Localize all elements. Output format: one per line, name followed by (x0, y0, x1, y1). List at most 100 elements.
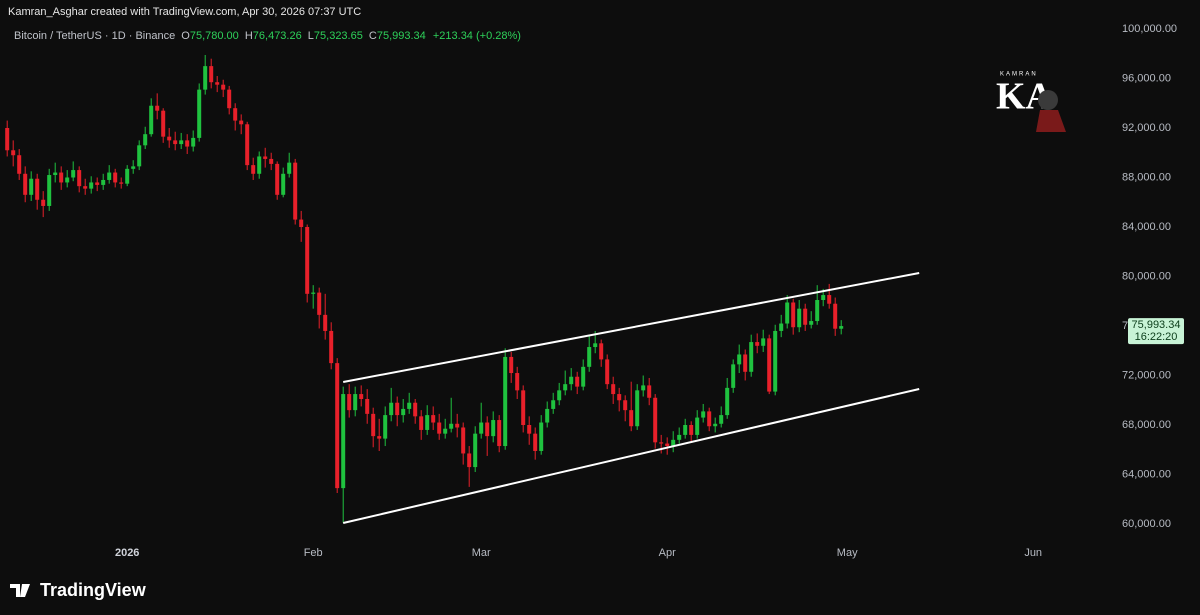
candle-body (371, 413, 376, 437)
candle-body (551, 400, 556, 409)
candle-body (743, 354, 748, 372)
y-tick-label: 84,000.00 (1122, 221, 1171, 233)
candle-body (221, 84, 226, 90)
candle-body (521, 390, 526, 425)
candle-body (275, 163, 280, 195)
candle-body (455, 423, 460, 428)
candle-body (647, 385, 652, 398)
candle-body (467, 453, 472, 468)
countdown: 16:22:20 (1135, 331, 1178, 343)
candle-body (779, 323, 784, 331)
candle-body (659, 442, 664, 444)
candle-body (149, 105, 154, 135)
candle-body (239, 120, 244, 125)
candle-body (563, 384, 568, 391)
x-tick-label: 2026 (115, 547, 139, 559)
candle-body (431, 415, 436, 423)
candle-body (185, 140, 190, 147)
candle-body (167, 136, 172, 141)
watermark-name: KAMRAN (1000, 72, 1038, 78)
candle-body (245, 124, 250, 166)
candle-body (575, 376, 580, 387)
header: Kamran_Asghar created with TradingView.c… (8, 6, 361, 18)
candle-body (497, 420, 502, 447)
candle-body (695, 417, 700, 435)
candle-body (59, 172, 64, 183)
candle-body (683, 424, 688, 435)
candle-body (125, 168, 130, 184)
candle-body (377, 436, 382, 439)
candle-body (5, 127, 10, 151)
candle-body (665, 443, 670, 447)
candle-body (815, 300, 820, 322)
candle-body (653, 397, 658, 443)
candle-body (161, 110, 166, 137)
candle-body (113, 172, 118, 183)
candle-body (215, 82, 220, 85)
legend-value: 76,473.26 (253, 30, 302, 42)
candle-body (143, 134, 148, 146)
brand-logo (22, 584, 26, 588)
candle-body (71, 170, 76, 178)
legend-key: C (369, 30, 377, 42)
candle-body (95, 182, 100, 185)
candle-body (269, 158, 274, 164)
candle-body (617, 394, 622, 401)
candle-body (77, 170, 82, 187)
candle-body (611, 384, 616, 395)
candle-body (557, 390, 562, 401)
legend-change: +213.34 (+0.28%) (433, 30, 521, 42)
legend-key: H (245, 30, 253, 42)
candle-body (179, 140, 184, 145)
x-tick-label: Apr (659, 547, 676, 559)
candle-body (785, 302, 790, 324)
candle-body (425, 415, 430, 430)
candle-body (767, 338, 772, 392)
candle-body (761, 338, 766, 346)
y-tick-label: 68,000.00 (1122, 419, 1171, 431)
candle-body (461, 427, 466, 454)
candle-body (233, 108, 238, 121)
watermark-figure (1038, 90, 1058, 110)
candle-body (89, 182, 94, 189)
candle-body (281, 173, 286, 195)
candle-body (83, 186, 88, 189)
candle-body (311, 292, 316, 294)
candle-body (509, 356, 514, 374)
candle-body (209, 66, 214, 83)
candle-body (593, 343, 598, 348)
candle-body (335, 363, 340, 489)
candle-body (803, 308, 808, 325)
candle-body (449, 423, 454, 429)
candle-body (401, 408, 406, 416)
candle-body (137, 145, 142, 167)
candle-body (47, 175, 52, 206)
candle-body (701, 411, 706, 418)
candle-body (227, 89, 232, 109)
y-tick-label: 92,000.00 (1122, 122, 1171, 134)
watermark: KAMRAN KA (996, 72, 1066, 132)
trendline (342, 388, 920, 524)
candle-body (341, 394, 346, 489)
candle-body (443, 428, 448, 434)
candle-body (569, 376, 574, 385)
candle-body (119, 182, 124, 184)
candle-body (203, 66, 208, 90)
candle-body (365, 399, 370, 414)
x-tick-label: May (837, 547, 858, 559)
price-tag (1128, 318, 1184, 345)
candle-body (347, 394, 352, 411)
candle-body (689, 424, 694, 435)
candle-body (485, 422, 490, 437)
candle-body (809, 321, 814, 325)
y-tick-label: 96,000.00 (1122, 72, 1171, 84)
x-tick-label: Jun (1024, 547, 1042, 559)
candle-body (491, 420, 496, 437)
candle-body (545, 408, 550, 423)
legend-value: 75,780.00 (190, 30, 239, 42)
candle-body (629, 410, 634, 427)
candle-body (707, 411, 712, 427)
y-tick-label: 72,000.00 (1122, 369, 1171, 381)
candle-body (395, 402, 400, 416)
